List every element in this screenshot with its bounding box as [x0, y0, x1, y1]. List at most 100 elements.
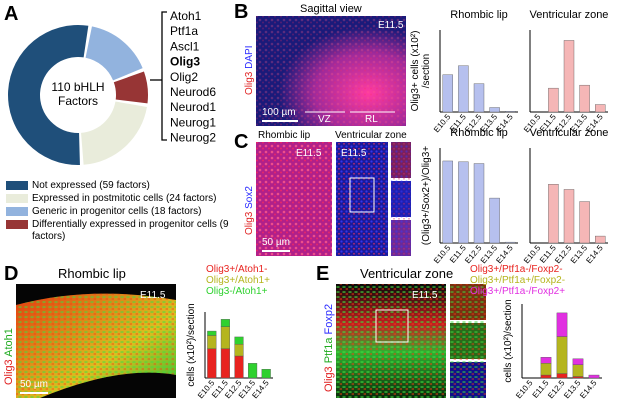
stage-label: E11.5 [341, 148, 367, 159]
gene-list: Atoh1Ptf1aAscl1Olig3Olig2Neurod6Neurod1N… [170, 9, 216, 145]
bar [473, 163, 485, 244]
image-title: Rhombic lip [258, 130, 311, 141]
stain-label: Olig3 Sox2 [244, 186, 255, 235]
image-title: Rhombic lip [58, 266, 126, 281]
legend-swatch [6, 194, 28, 203]
stain-label: Olig3 DAPI [244, 46, 255, 95]
region-label: VZ [318, 114, 331, 125]
micrograph-texture [256, 16, 406, 126]
scale-label: 100 µm [262, 107, 296, 118]
bar [579, 84, 590, 113]
legend-label: Olig3+/Atoh1+ [206, 275, 270, 286]
stain-label: Olig3 Ptf1a Foxp2 [323, 304, 335, 392]
image-title: Ventricular zone [335, 130, 407, 141]
legend-swatch [6, 220, 28, 229]
image-title: Sagittal view [300, 3, 362, 15]
panel-letter: C [234, 131, 248, 153]
region-label: RL [365, 114, 378, 125]
legend-entry: Expressed in postmitotic cells (24 facto… [6, 193, 241, 205]
gene-name: Atoh1 [170, 9, 202, 23]
bar-segment [220, 319, 230, 327]
bar-segment [540, 357, 552, 364]
gene-name: Ptf1a [170, 24, 198, 38]
gene-name: Neurod1 [170, 100, 216, 114]
y-axis-label: Olig3+ cells (x10²) [410, 31, 421, 112]
scale-label: 50 µm [262, 237, 290, 248]
legend-swatch [6, 181, 28, 190]
inset-texture [391, 142, 411, 256]
center-label: 110 bHLH [51, 80, 104, 94]
bar-segment [572, 358, 584, 365]
bar-segment [248, 363, 258, 379]
gene-name: Olig2 [170, 70, 198, 84]
stage-label: E11.5 [378, 20, 404, 31]
panel-letter: A [4, 3, 18, 25]
stain-label: Olig3 Atoh1 [3, 328, 15, 385]
bar-segment [220, 348, 230, 379]
bar [563, 40, 575, 113]
bar-segment [207, 330, 217, 336]
legend-label: Olig3+/Ptf1a+/Foxp2- [470, 275, 565, 286]
chart-title: Rhombic lip [450, 127, 507, 139]
y-axis-label: cells (x10²)/section [503, 299, 514, 382]
legend-label: Olig3-/Atoh1+ [206, 286, 268, 297]
inset-box [349, 177, 375, 213]
pie-segment [81, 101, 147, 165]
bar-segment [234, 344, 244, 357]
chart-title: Rhombic lip [450, 9, 507, 21]
stage-label: E11.5 [412, 290, 438, 301]
gene-name: Neurod6 [170, 85, 216, 99]
bar-segment [572, 376, 584, 379]
micrograph-texture [16, 293, 176, 398]
panel-letter: E [316, 263, 329, 285]
legend-entry: Generic in progenitor cells (18 factors) [6, 206, 241, 218]
bar-segment [556, 312, 568, 337]
bar [458, 65, 469, 113]
gene-name: Neurog2 [170, 131, 216, 145]
chart-title: Ventricular zone [530, 9, 609, 21]
micrograph-texture [336, 284, 446, 398]
bar [579, 201, 590, 244]
bar-segment [540, 363, 552, 376]
bar-segment [556, 373, 568, 379]
y-axis-label: (Olig3+/Sox2+)/Olig3+ [421, 146, 432, 245]
bar-segment [556, 336, 568, 374]
stage-label: E11.5 [296, 148, 322, 159]
legend-label: Expressed in postmitotic cells (24 facto… [32, 193, 217, 204]
micrograph-texture [336, 142, 388, 256]
legend-entry: Differentially expressed in progenitor c… [6, 219, 241, 243]
x-tick-label: E10.5 [522, 243, 543, 265]
legend-label: Olig3+/Ptf1a-/Foxp2+ [470, 286, 565, 297]
gene-name: Neurog1 [170, 115, 216, 129]
bar [548, 184, 559, 244]
legend-label: Olig3+/Atoh1- [206, 264, 267, 275]
center-label: Factors [58, 94, 98, 108]
bar-segment [572, 364, 584, 377]
image-title: Ventricular zone [360, 266, 453, 281]
x-tick-label: E14.5 [494, 243, 515, 265]
scale-label: 50 µm [20, 379, 48, 390]
bar-segment [588, 374, 600, 379]
bar-segment [234, 336, 244, 345]
bar-segment [220, 326, 230, 349]
pie-segment [85, 26, 143, 81]
bar [505, 111, 516, 113]
panel-letter: D [4, 263, 18, 285]
x-tick-label: E14.5 [584, 243, 605, 265]
legend-label: Not expressed (59 factors) [32, 180, 150, 191]
bar [458, 161, 469, 244]
bracket [161, 11, 167, 141]
bar-segment [540, 374, 552, 379]
legend-swatch [6, 207, 28, 216]
inset-box [375, 309, 409, 343]
gene-name: Ascl1 [170, 39, 200, 53]
micrograph-texture [256, 142, 332, 256]
bar [595, 235, 606, 244]
bar [563, 189, 575, 244]
legend-label: Olig3+/Ptf1a-/Foxp2- [470, 264, 563, 275]
bar-segment [207, 348, 217, 379]
pie-segment [113, 71, 148, 104]
chart-title: Ventricular zone [530, 127, 609, 139]
